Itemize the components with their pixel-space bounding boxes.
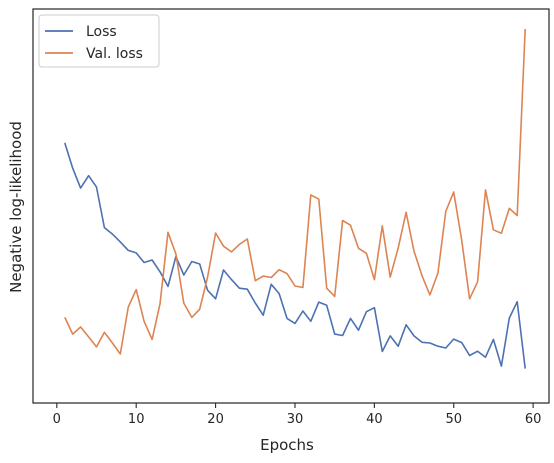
series-line-val-loss [64, 28, 526, 355]
x-tick-label: 30 [287, 412, 304, 427]
legend-label: Loss [86, 24, 117, 40]
legend: Loss Val. loss [38, 14, 160, 68]
legend-box [38, 14, 160, 68]
x-tick-label: 40 [366, 412, 383, 427]
x-axis-label: Epochs [260, 436, 314, 454]
plot-frame [32, 8, 550, 404]
y-axis-label: Negative log-likelihood [7, 121, 25, 293]
legend-label: Val. loss [86, 46, 143, 62]
x-tick-label: 0 [53, 412, 61, 427]
series-line-loss [64, 142, 526, 369]
series-layer [64, 28, 526, 369]
x-tick-label: 10 [128, 412, 145, 427]
x-tick-label: 50 [445, 412, 462, 427]
x-tick-label: 60 [525, 412, 542, 427]
x-axis-ticks: 0 10 20 30 40 50 60 [53, 403, 542, 427]
x-tick-label: 20 [207, 412, 224, 427]
